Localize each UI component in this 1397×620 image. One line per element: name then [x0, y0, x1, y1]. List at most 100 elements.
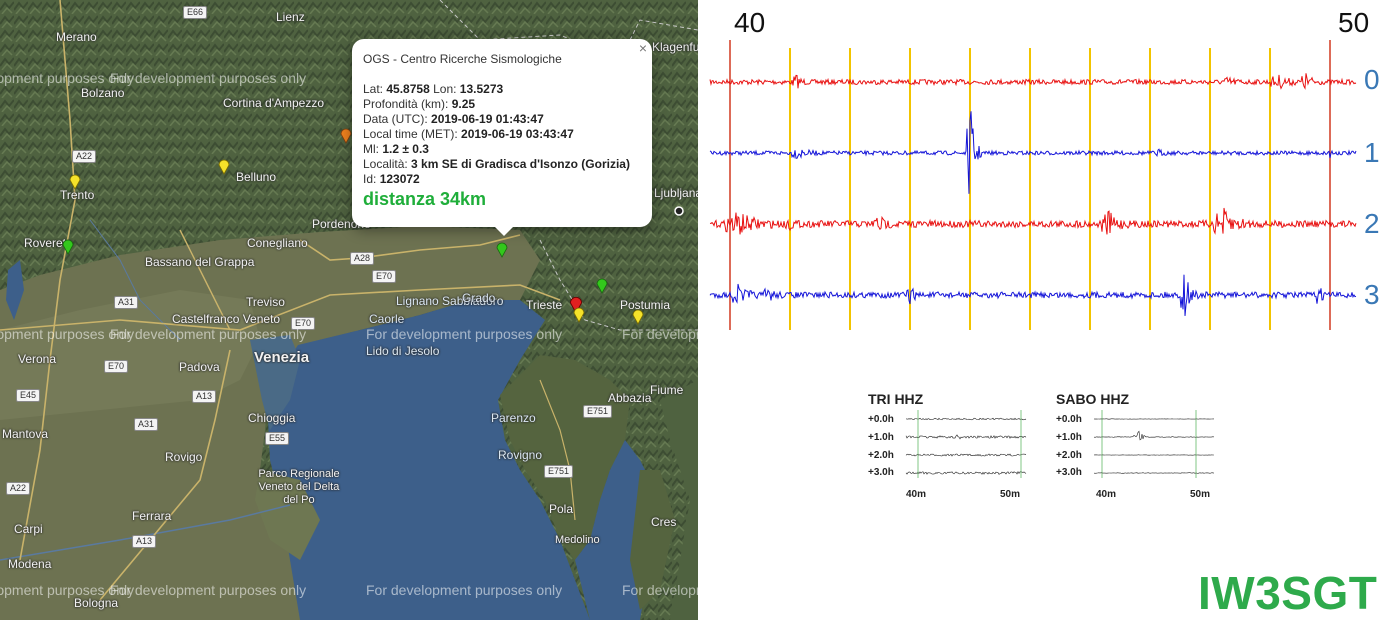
lon-value: 13.5273 [459, 82, 504, 96]
road-shield: E45 [16, 389, 41, 402]
place-conegliano: Conegliano [247, 236, 308, 250]
place-medolino: Medolino [555, 534, 600, 546]
distance-text: distanza 34km [363, 189, 487, 209]
road-shield: A31 [114, 296, 139, 309]
helicorder-xtick: 50m [1000, 489, 1021, 500]
seismogram-traces [709, 40, 1357, 478]
road-shield: E751 [544, 465, 574, 478]
quake-marker-yellow-icon[interactable] [632, 307, 644, 325]
place-trento: Trento [60, 188, 95, 202]
tri-helicorder-row-trace [905, 471, 1027, 475]
place-rovereto: Rovereto [24, 236, 73, 250]
road-shield: E70 [104, 360, 129, 373]
channel-label-0: 0 [1364, 64, 1380, 95]
place-carpi: Carpi [14, 522, 43, 536]
watermark: For development purposes only [110, 582, 307, 598]
place-bologna: Bologna [74, 596, 119, 610]
sabo-helicorder-row-trace [1093, 430, 1215, 441]
place-rovigo: Rovigo [165, 450, 203, 464]
place-rovigno: Rovigno [498, 448, 543, 462]
watermark: For development purposes only [0, 326, 135, 342]
helicorder-title-sabo: SABO HHZ [1056, 391, 1130, 407]
watermark: For development purposes only [110, 326, 307, 342]
watermark: For development purposes only [366, 326, 563, 342]
helicorder-row-label: +2.0h [868, 450, 894, 461]
depth-value: 9.25 [451, 97, 476, 111]
helicorder-row-label: +1.0h [1056, 432, 1082, 443]
lat-label: Lat: [363, 82, 384, 96]
popup-tip [494, 226, 514, 236]
road-shield: E70 [372, 270, 397, 283]
place-lienz: Lienz [276, 10, 305, 24]
magnitude-label: Ml: [363, 142, 379, 156]
place-venezia: Venezia [254, 349, 310, 366]
trace-channel-1 [709, 111, 1357, 194]
helicorder-row-label: +3.0h [868, 467, 894, 478]
place-parco-delta-po: Parco Regionale Veneto del Delta del Po [258, 468, 340, 506]
quake-marker-yellow-icon[interactable] [218, 157, 230, 175]
place-ferrara: Ferrara [132, 509, 172, 523]
location-value: 3 km SE di Gradisca d'Isonzo (Gorizia) [411, 157, 630, 171]
tri-helicorder-row-trace [905, 434, 1027, 440]
id-value: 123072 [379, 172, 420, 186]
quake-marker-yellow-icon[interactable] [573, 305, 585, 323]
trace-channel-3 [709, 274, 1357, 316]
local-time-label: Local time (MET): [363, 127, 458, 141]
quake-marker-green-icon[interactable] [596, 276, 608, 294]
channel-label-2: 2 [1364, 208, 1380, 239]
utc-value: 2019-06-19 01:43:47 [431, 112, 544, 126]
lat-value: 45.8758 [386, 82, 430, 96]
road-shield: E751 [583, 405, 613, 418]
road-shield: A22 [6, 482, 31, 495]
place-cortina: Cortina d'Ampezzo [223, 96, 325, 110]
watermark: For development purposes only [110, 70, 307, 86]
helicorder-row-label: +0.0h [868, 414, 894, 425]
sabo-helicorder-row-trace [1094, 472, 1215, 474]
quake-marker-orange-icon[interactable] [340, 126, 352, 144]
quake-marker-selected-green-icon[interactable] [496, 240, 508, 258]
place-cres: Cres [651, 515, 677, 529]
tri-helicorder-row-trace [905, 453, 1027, 457]
place-belluno: Belluno [236, 170, 277, 184]
place-abbazia: Abbazia [608, 391, 652, 405]
popup-close-button[interactable]: × [638, 40, 647, 56]
channel-label-1: 1 [1364, 137, 1380, 168]
lon-label: Lon: [433, 82, 457, 96]
place-grado: Grado [462, 291, 496, 305]
place-fiume: Fiume [650, 383, 684, 397]
place-treviso: Treviso [246, 295, 285, 309]
helicorder-row-label: +2.0h [1056, 450, 1082, 461]
road-shield: E66 [183, 6, 208, 19]
place-pola: Pola [549, 502, 574, 516]
place-caorle: Caorle [369, 312, 405, 326]
quake-marker-yellow-icon[interactable] [69, 172, 81, 190]
callsign: IW3SGT [1198, 567, 1378, 619]
helicorder-xtick: 40m [1096, 489, 1117, 500]
watermark: For development purposes only [622, 582, 698, 598]
place-jesolo: Lido di Jesolo [366, 344, 440, 358]
quake-marker-red-icon[interactable] [569, 294, 583, 314]
depth-label: Profondità (km): [363, 97, 449, 111]
helicorder-xtick: 40m [906, 489, 927, 500]
quake-marker-green-icon[interactable] [62, 237, 74, 255]
watermark: For development purposes only [366, 582, 563, 598]
place-parenzo: Parenzo [491, 411, 536, 425]
place-castelfranco: Castelfranco Veneto [172, 312, 281, 326]
place-mantova: Mantova [2, 427, 49, 441]
place-klagenfurt: Klagenfurt am Wörthersee [652, 40, 698, 54]
place-postumia: Postumia [620, 298, 671, 312]
road-shield: E55 [265, 432, 290, 445]
place-bassano: Bassano del Grappa [145, 255, 255, 269]
helicorder-row-label: +1.0h [868, 432, 894, 443]
road-shield: A28 [350, 252, 375, 265]
helicorder-row-label: +0.0h [1056, 414, 1082, 425]
ljubljana-capital-icon [674, 206, 684, 216]
map-view[interactable]: Bolzano Trento Rovereto Belluno Cortina … [0, 0, 698, 620]
place-modena: Modena [8, 557, 52, 571]
tri-helicorder-row-trace [906, 417, 1027, 421]
watermark: For development purposes only [0, 70, 135, 86]
time-start-label: 40 [734, 7, 766, 38]
event-popup: × OGS - Centro Ricerche Sismologiche Lat… [352, 39, 652, 236]
place-merano: Merano [56, 30, 97, 44]
id-label: Id: [363, 172, 377, 186]
